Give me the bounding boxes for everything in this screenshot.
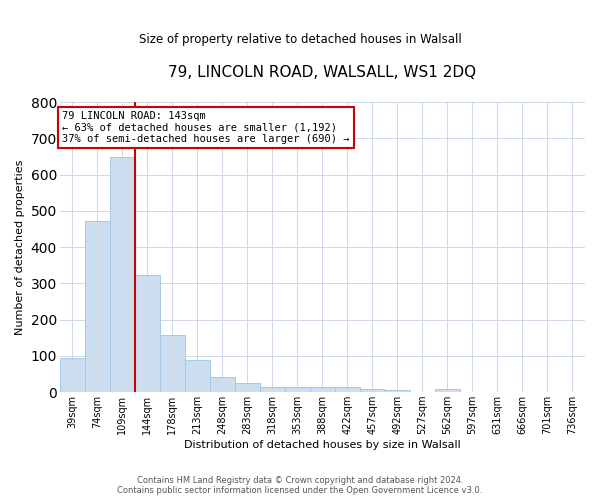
Title: 79, LINCOLN ROAD, WALSALL, WS1 2DQ: 79, LINCOLN ROAD, WALSALL, WS1 2DQ — [168, 65, 476, 80]
Bar — [60, 358, 85, 392]
Bar — [160, 335, 185, 392]
Bar — [285, 387, 310, 392]
X-axis label: Distribution of detached houses by size in Walsall: Distribution of detached houses by size … — [184, 440, 461, 450]
Bar — [210, 376, 235, 392]
Bar — [185, 360, 210, 392]
Y-axis label: Number of detached properties: Number of detached properties — [15, 160, 25, 335]
Bar — [235, 382, 260, 392]
Bar — [310, 386, 335, 392]
Text: 79 LINCOLN ROAD: 143sqm
← 63% of detached houses are smaller (1,192)
37% of semi: 79 LINCOLN ROAD: 143sqm ← 63% of detache… — [62, 111, 350, 144]
Bar — [135, 276, 160, 392]
Bar — [385, 390, 410, 392]
Bar — [335, 387, 360, 392]
Text: Size of property relative to detached houses in Walsall: Size of property relative to detached ho… — [139, 32, 461, 46]
Bar — [435, 390, 460, 392]
Bar — [85, 221, 110, 392]
Bar — [260, 386, 285, 392]
Text: Contains HM Land Registry data © Crown copyright and database right 2024.
Contai: Contains HM Land Registry data © Crown c… — [118, 476, 482, 495]
Bar — [360, 390, 385, 392]
Bar — [110, 157, 135, 392]
